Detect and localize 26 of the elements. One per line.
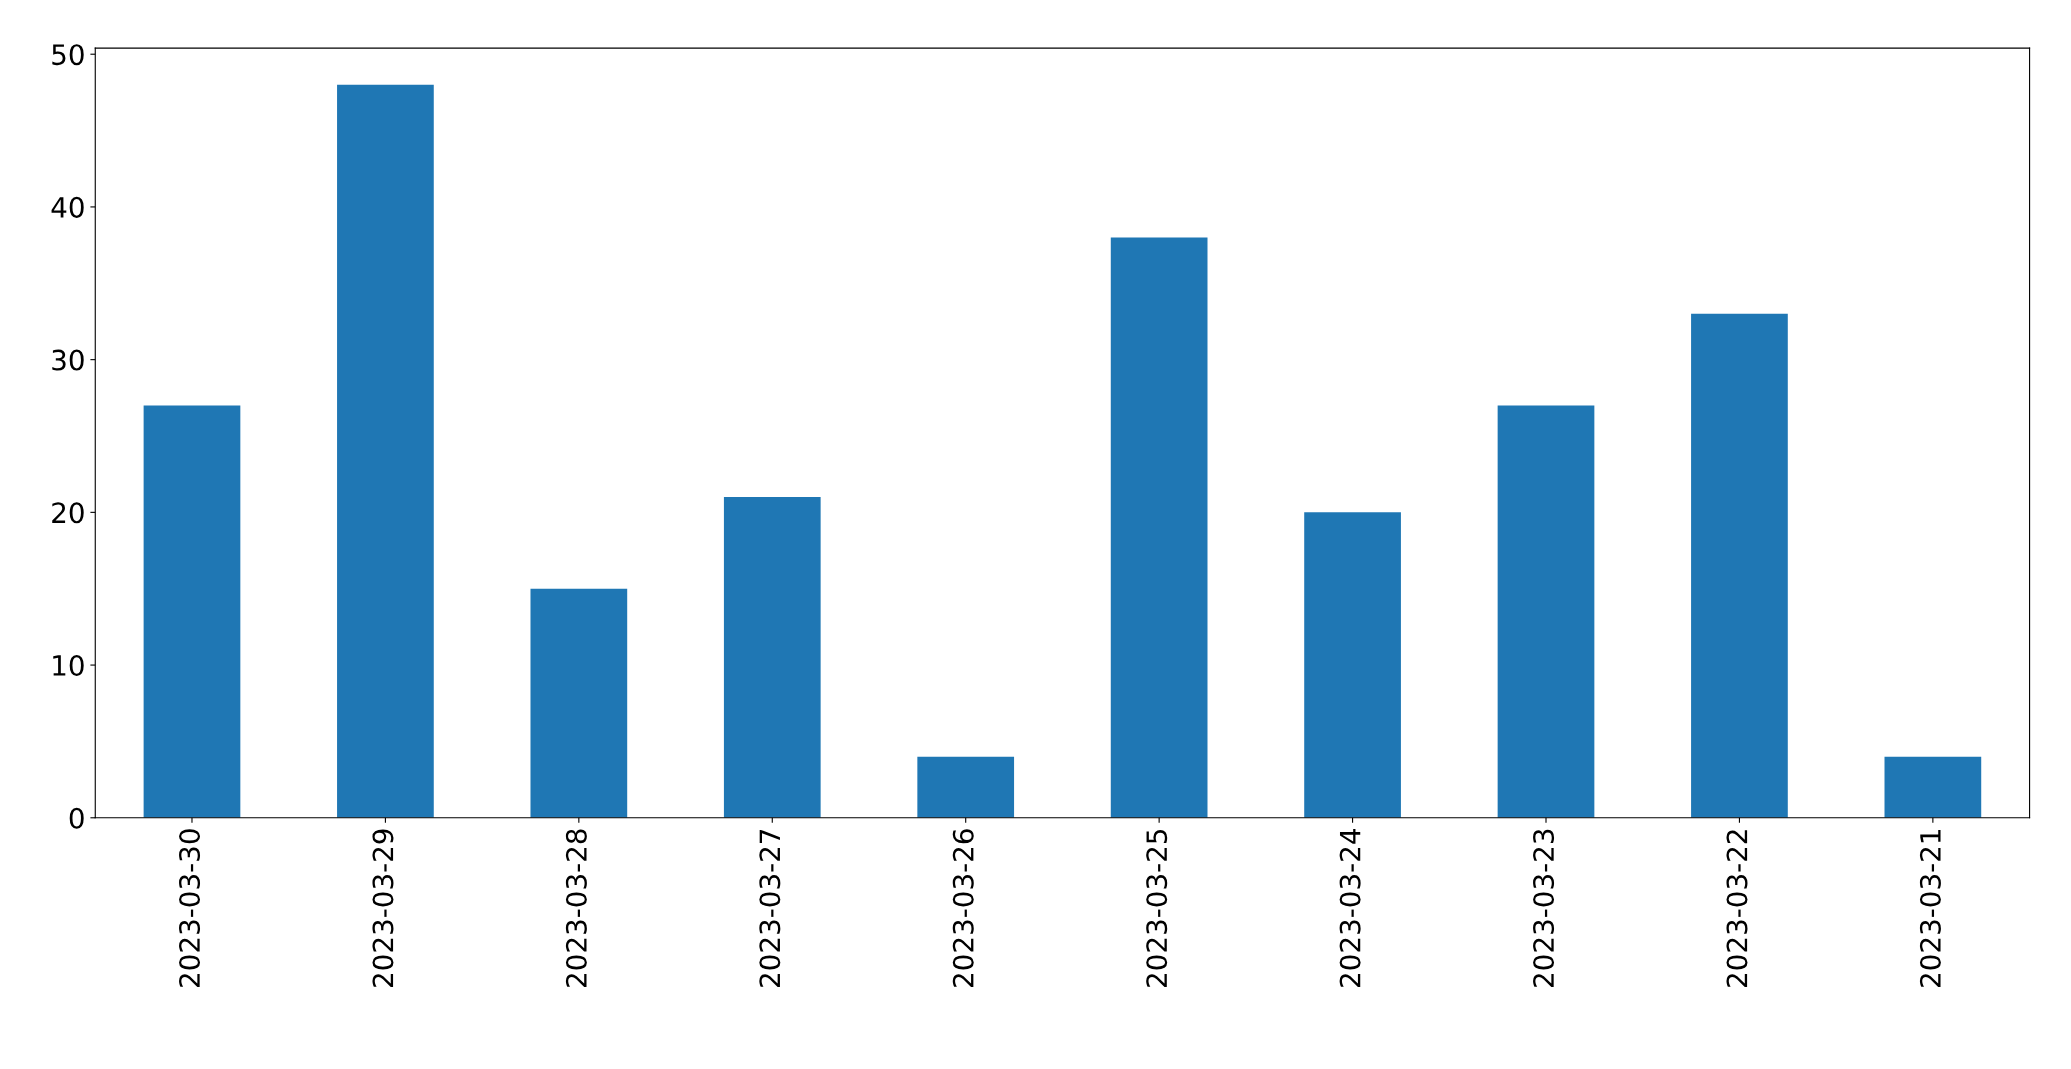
y-tick-label: 40 — [51, 196, 84, 218]
bar — [337, 84, 434, 818]
x-tick-label: 2023-03-24 — [1339, 829, 1361, 987]
bar — [1304, 512, 1401, 818]
bar — [723, 497, 821, 818]
x-tick-label: 2023-03-23 — [1533, 829, 1555, 987]
x-tick-label: 2023-03-27 — [759, 829, 781, 987]
y-tick-label: 10 — [53, 655, 84, 677]
bar — [1691, 313, 1788, 818]
bar — [143, 405, 241, 818]
y-tick-label: 20 — [52, 502, 84, 524]
x-tick-label: 2023-03-26 — [952, 829, 974, 987]
x-tick-label: 2023-03-30 — [179, 829, 201, 987]
bar — [1497, 405, 1595, 818]
x-tick-label: 2023-03-22 — [1726, 830, 1748, 987]
y-tick-label: 0 — [69, 807, 84, 829]
y-tick-label: 30 — [52, 349, 84, 371]
x-tick-label: 2023-03-28 — [565, 829, 587, 987]
bar — [1110, 237, 1208, 818]
x-tick-label: 2023-03-25 — [1146, 829, 1168, 987]
bar — [917, 756, 1015, 818]
x-tick-label: 2023-03-21 — [1919, 830, 1941, 987]
bar — [530, 588, 628, 818]
bar — [1884, 756, 1982, 818]
y-tick-label: 50 — [52, 44, 84, 66]
x-tick-label: 2023-03-29 — [372, 829, 394, 987]
